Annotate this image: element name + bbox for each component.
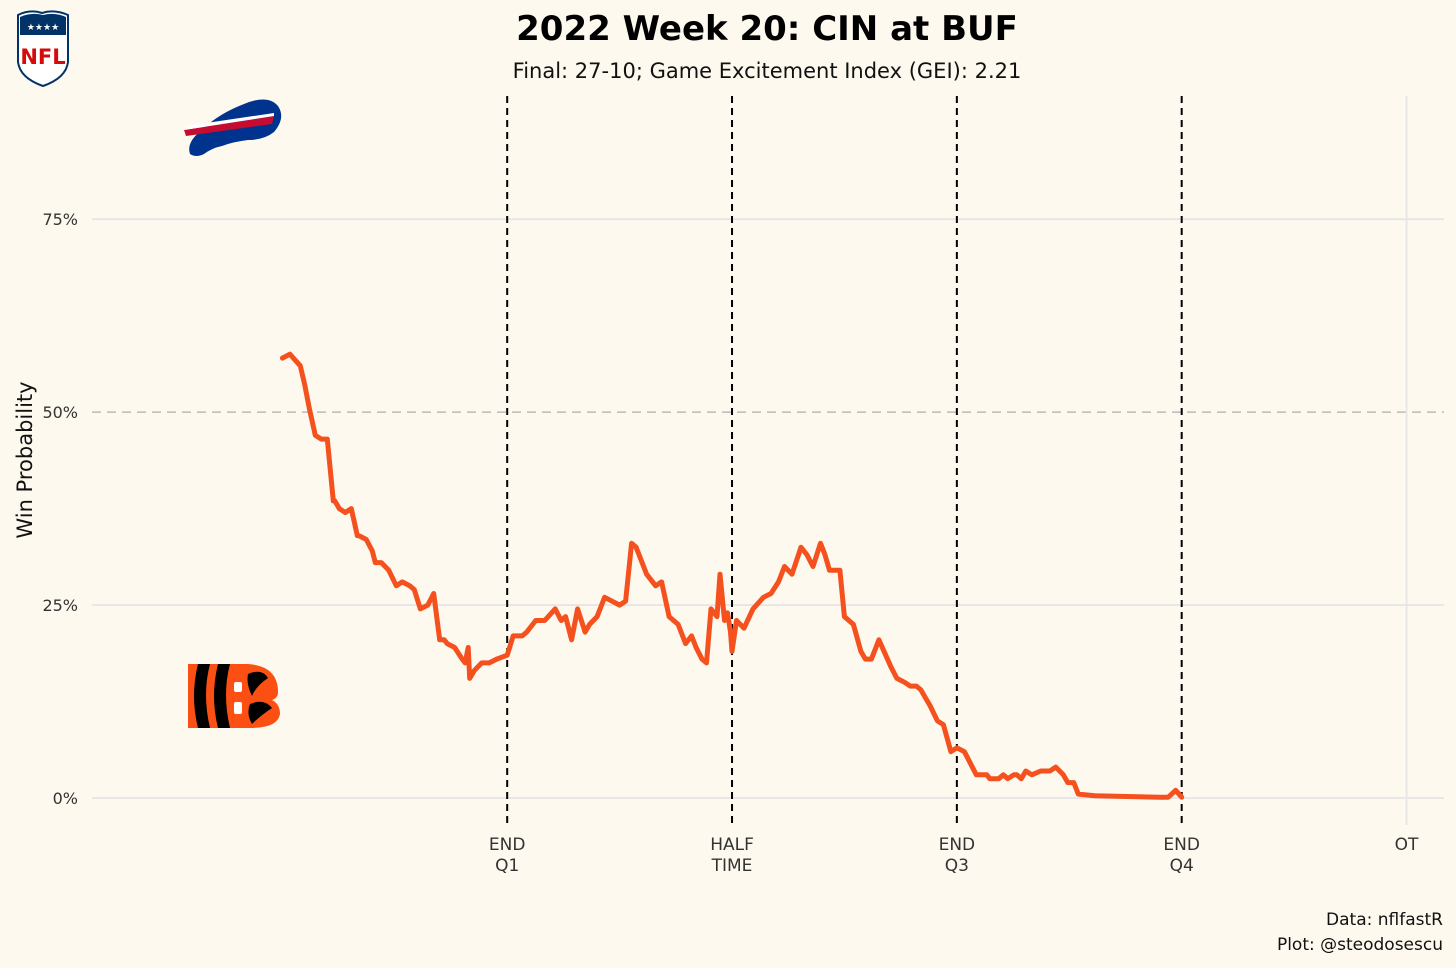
x-tick-label-line2: Q3 <box>945 856 969 876</box>
x-tick-label: END <box>489 835 526 855</box>
nfl-logo: NFL ★★★★ <box>17 10 69 88</box>
series-cin-win-probability <box>279 351 1185 800</box>
x-tick-label: HALF <box>710 835 754 855</box>
chart-title: 2022 Week 20: CIN at BUF <box>516 9 1018 49</box>
bills-logo <box>184 99 282 156</box>
series-line-0 <box>279 351 1185 800</box>
x-tick-label-line2: Q4 <box>1170 856 1194 876</box>
y-axis-label: Win Probability <box>13 381 37 538</box>
nfl-logo-text: NFL <box>20 45 65 69</box>
x-tick-label: OT <box>1395 835 1419 855</box>
x-tick-label-line2: Q1 <box>495 856 519 876</box>
svg-text:★★★★: ★★★★ <box>27 23 59 33</box>
y-tick-label: 50% <box>42 403 78 422</box>
y-tick-label: 0% <box>53 789 78 808</box>
gridlines <box>92 96 1444 825</box>
y-tick-label: 75% <box>42 210 78 229</box>
caption-plot-credit: Plot: @steodosescu <box>1277 935 1443 955</box>
chart-subtitle: Final: 27-10; Game Excitement Index (GEI… <box>513 59 1022 83</box>
caption-data-source: Data: nflfastR <box>1326 910 1443 930</box>
bengals-logo <box>188 664 280 728</box>
x-tick-label: END <box>939 835 976 855</box>
x-tick-label-line2: TIME <box>711 856 753 876</box>
x-tick-label: END <box>1163 835 1200 855</box>
quarter-lines <box>506 96 1183 825</box>
y-tick-label: 25% <box>42 596 78 615</box>
